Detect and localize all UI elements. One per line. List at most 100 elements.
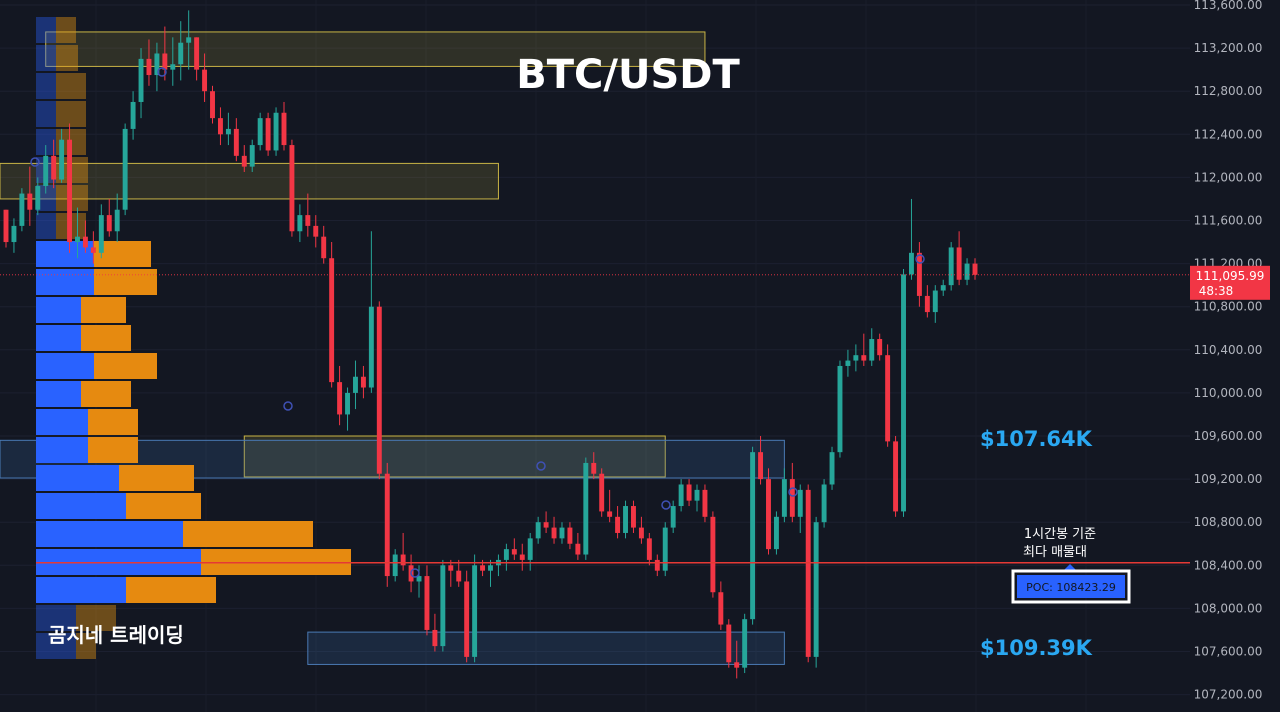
candle-body (932, 290, 938, 313)
candle-body (488, 565, 493, 571)
vp-sell-bar (201, 549, 351, 575)
candle-body (702, 489, 708, 517)
vp-buy-bar (36, 185, 56, 211)
price-axis-bg (1190, 0, 1280, 712)
candle-body (11, 225, 17, 243)
yellow-zone (45, 31, 706, 67)
candle-body (186, 37, 192, 43)
candle (456, 559, 462, 587)
candle (599, 468, 605, 517)
candle-body (869, 339, 875, 361)
vp-buy-bar (36, 381, 81, 407)
circle-marker (788, 487, 798, 497)
vp-buy-bar (36, 129, 56, 155)
candle-body (241, 155, 247, 167)
candle-body (742, 619, 748, 668)
candle-body (893, 441, 899, 512)
candle-body (837, 365, 843, 453)
vp-sell-bar (183, 521, 313, 547)
candle-body (67, 139, 73, 243)
candle-body (19, 193, 25, 226)
candle (170, 37, 176, 86)
volume-profile (36, 17, 351, 659)
candle (710, 511, 716, 598)
vp-buy-bar (36, 409, 88, 435)
candle (678, 479, 684, 512)
candle-body (948, 247, 954, 286)
candle-body (885, 355, 891, 442)
candle (956, 231, 962, 286)
candle-body (734, 662, 740, 668)
candle-body (178, 42, 184, 65)
candle (607, 489, 613, 523)
candle (249, 139, 255, 173)
candle (432, 613, 438, 652)
candle (758, 436, 764, 485)
vp-sell-bar (76, 633, 96, 659)
vp-buy-bar (36, 493, 126, 519)
vp-sell-bar (126, 577, 216, 603)
candle-body (654, 559, 660, 571)
candle-body (607, 511, 613, 517)
candle (114, 193, 120, 243)
level-label-upper: $107.64K (980, 427, 1093, 451)
candle-body (321, 236, 327, 259)
price-tick-label: 113,200.00 (1194, 41, 1263, 55)
candle (353, 360, 358, 410)
circle-marker (157, 67, 167, 77)
vp-buy-bar (36, 101, 56, 127)
candle-body (805, 489, 811, 657)
vp-sell-bar (56, 101, 86, 127)
candle (82, 220, 88, 253)
candle-body (313, 225, 319, 237)
candle-body (940, 285, 946, 291)
candle (789, 462, 795, 523)
candle (186, 10, 192, 70)
candle-body (726, 624, 732, 663)
candle (670, 500, 676, 533)
candles (3, 10, 978, 679)
circle-marker (283, 401, 293, 411)
candle-body (249, 145, 255, 167)
candle-body (638, 527, 644, 539)
candle (583, 457, 589, 560)
price-tick-label: 110,800.00 (1194, 300, 1263, 314)
vp-buy-bar (36, 269, 94, 295)
candle-body (257, 118, 263, 146)
last-price-value: 111,095.99 (1196, 269, 1265, 283)
candle (464, 570, 470, 663)
candle (773, 511, 779, 555)
candle-body (575, 543, 581, 555)
candle-body (138, 58, 144, 102)
candle (384, 462, 390, 587)
vp-buy-bar (36, 17, 56, 43)
candle-body (956, 247, 962, 280)
candle (916, 242, 922, 307)
candle-body (233, 128, 239, 156)
price-axis[interactable]: 107,200.00 107,600.00 108,000.00 108,400.00… (1190, 0, 1280, 712)
candle (3, 209, 9, 248)
vp-sell-bar (81, 381, 131, 407)
candle-body (710, 516, 716, 593)
candle (488, 559, 493, 587)
candle-body (773, 516, 779, 550)
candle-body (686, 484, 692, 501)
candle (972, 258, 978, 280)
candle (11, 218, 17, 253)
price-tick-label: 113,600.00 (1194, 0, 1263, 12)
candle-body (567, 527, 573, 544)
vp-buy-bar (36, 353, 94, 379)
watermark-text: 곰지네 트레이딩 (48, 623, 184, 647)
candle (750, 446, 756, 625)
vp-sell-bar (56, 17, 76, 43)
candle (35, 177, 41, 216)
candle (130, 91, 136, 140)
candle (646, 532, 652, 566)
candle (527, 532, 533, 571)
candle (241, 145, 247, 173)
candle-body (797, 489, 803, 517)
circle-markers (30, 67, 925, 578)
candle (908, 198, 914, 280)
candle-body (758, 452, 764, 480)
